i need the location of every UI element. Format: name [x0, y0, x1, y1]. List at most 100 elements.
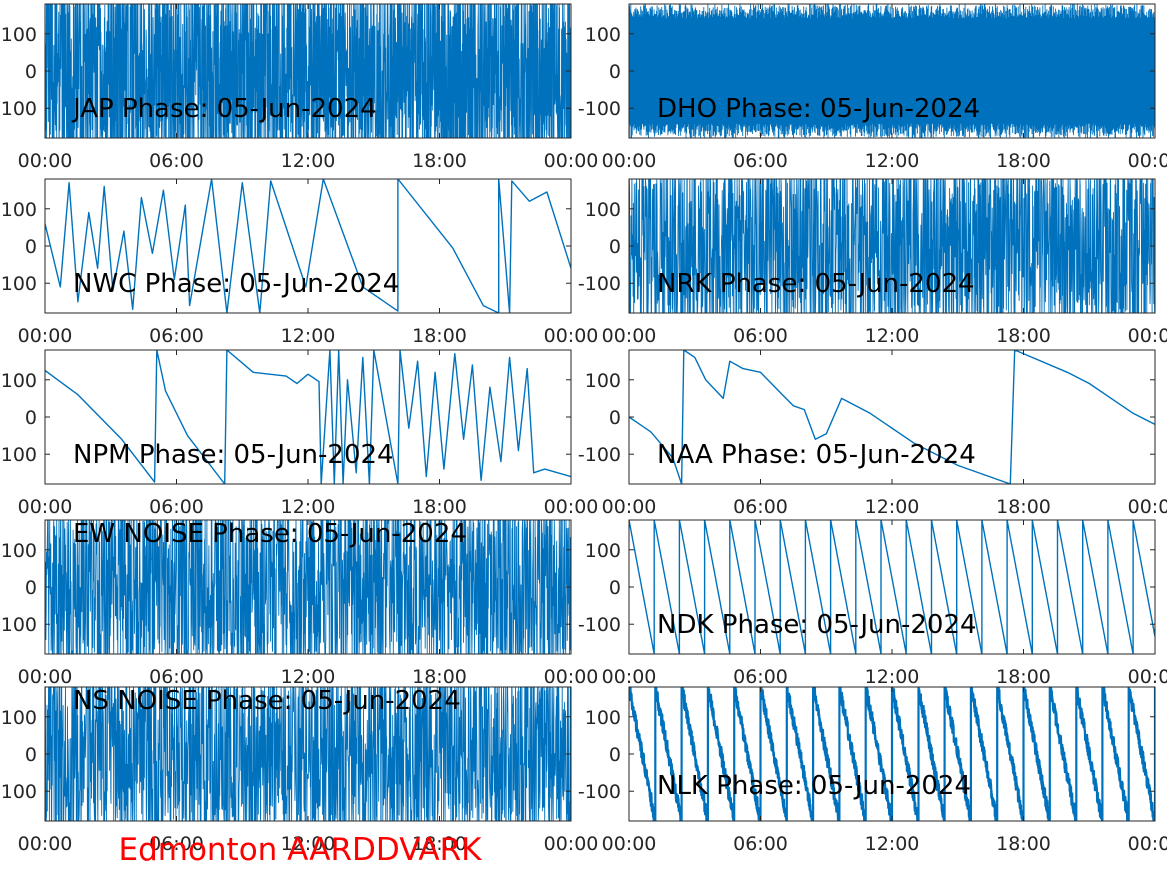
y-tick-label: 0	[25, 236, 37, 258]
phase-line	[45, 520, 571, 654]
y-tick-label: 100	[585, 540, 621, 562]
x-tick-label: 12:00	[281, 325, 336, 347]
y-tick-label: 0	[609, 577, 621, 599]
phase-trace	[45, 179, 571, 313]
phase-trace	[629, 179, 1155, 313]
y-tick-label: -100	[578, 781, 621, 803]
panel-title: DHO Phase: 05-Jun-2024	[657, 94, 980, 124]
panel-title: NDK Phase: 05-Jun-2024	[657, 610, 977, 640]
phase-line	[45, 179, 571, 313]
panel-2: 100 0 -100 00:00 06:00 12:00 18:00 00:00 DHO Pha…	[578, 3, 1167, 172]
phase-panels: 100 0 -100 00:00 06:00 12:00 18:00 00:00 JAP Pha…	[0, 3, 1167, 855]
y-tick-label: 0	[609, 407, 621, 429]
phase-line	[45, 350, 571, 484]
phase-trace	[45, 350, 571, 484]
phase-trace	[629, 687, 1155, 821]
y-tick-label: 100	[585, 199, 621, 221]
y-tick-label: 0	[25, 407, 37, 429]
x-tick-label: 18:00	[412, 666, 467, 688]
y-tick-label: -100	[578, 273, 621, 295]
panel-title: EW NOISE Phase: 05-Jun-2024	[73, 519, 467, 549]
x-tick-label: 12:00	[281, 833, 336, 855]
phase-line	[629, 687, 1155, 821]
phase-trace	[629, 350, 1155, 484]
panel-7: 100 0 -100 00:00 06:00 12:00 18:00 00:00 EW NOIS…	[0, 519, 598, 688]
x-tick-label: 12:00	[865, 325, 920, 347]
x-tick-label: 00:00	[18, 496, 73, 518]
panel-title: NAA Phase: 05-Jun-2024	[657, 440, 976, 470]
y-tick-label: -100	[0, 781, 37, 803]
panel-6: 100 0 -100 00:00 06:00 12:00 18:00 00:00 NAA Pha…	[578, 349, 1167, 518]
phase-line	[629, 520, 1155, 654]
x-tick-label: 18:00	[996, 496, 1051, 518]
y-tick-label: 100	[1, 24, 37, 46]
x-tick-label: 00:00	[602, 150, 657, 172]
x-tick-label: 00:00	[602, 325, 657, 347]
y-tick-label: 0	[25, 61, 37, 83]
y-tick-label: 100	[585, 370, 621, 392]
x-tick-label: 00:00	[544, 496, 599, 518]
phase-line	[629, 350, 1155, 484]
x-tick-label: 06:00	[149, 496, 204, 518]
x-tick-label: 06:00	[149, 150, 204, 172]
x-tick-label: 18:00	[412, 325, 467, 347]
x-tick-label: 06:00	[149, 666, 204, 688]
x-tick-label: 12:00	[281, 150, 336, 172]
y-tick-label: 100	[1, 370, 37, 392]
x-tick-label: 00:00	[18, 150, 73, 172]
x-tick-label: 12:00	[865, 666, 920, 688]
phase-trace	[629, 520, 1155, 654]
panel-title: NS NOISE Phase: 05-Jun-2024	[73, 686, 461, 716]
x-tick-label: 00:00	[18, 833, 73, 855]
x-tick-label: 12:00	[865, 150, 920, 172]
y-tick-label: -100	[0, 98, 37, 120]
panel-9: 100 0 -100 00:00 06:00 12:00 18:00 00:00 NS NOIS…	[0, 686, 598, 855]
x-tick-label: 12:00	[281, 666, 336, 688]
x-tick-label: 00:00	[544, 325, 599, 347]
panel-1: 100 0 -100 00:00 06:00 12:00 18:00 00:00 JAP Pha…	[0, 3, 598, 172]
panel-title: NPM Phase: 05-Jun-2024	[73, 440, 394, 470]
x-tick-label: 00:00	[1128, 325, 1167, 347]
x-tick-label: 18:00	[996, 666, 1051, 688]
y-tick-label: 0	[609, 744, 621, 766]
x-tick-label: 12:00	[865, 496, 920, 518]
y-tick-label: -100	[578, 98, 621, 120]
y-tick-label: -100	[0, 614, 37, 636]
x-tick-label: 00:00	[1128, 833, 1167, 855]
y-tick-label: 100	[1, 199, 37, 221]
x-tick-label: 06:00	[149, 325, 204, 347]
x-tick-label: 00:00	[1128, 666, 1167, 688]
phase-trace	[45, 520, 571, 654]
y-tick-label: 0	[609, 61, 621, 83]
x-tick-label: 06:00	[733, 833, 788, 855]
x-tick-label: 06:00	[733, 496, 788, 518]
x-tick-label: 00:00	[544, 666, 599, 688]
x-tick-label: 06:00	[733, 325, 788, 347]
x-tick-label: 18:00	[996, 325, 1051, 347]
y-tick-label: -100	[0, 273, 37, 295]
y-tick-label: 0	[25, 577, 37, 599]
panel-3: 100 0 -100 00:00 06:00 12:00 18:00 00:00 NWC Pha…	[0, 178, 599, 347]
phase-line	[45, 687, 571, 821]
panel-4: 100 0 -100 00:00 06:00 12:00 18:00 00:00 NRK Pha…	[578, 178, 1167, 347]
x-tick-label: 18:00	[996, 833, 1051, 855]
y-tick-label: 100	[585, 707, 621, 729]
y-tick-label: 100	[1, 707, 37, 729]
x-tick-label: 00:00	[544, 833, 599, 855]
panel-title: NRK Phase: 05-Jun-2024	[657, 269, 975, 299]
x-tick-label: 00:00	[602, 496, 657, 518]
x-tick-label: 18:00	[412, 496, 467, 518]
x-tick-label: 00:00	[602, 666, 657, 688]
panel-10: 100 0 -100 00:00 06:00 12:00 18:00 00:00 NLK Pha…	[578, 686, 1167, 855]
x-tick-label: 00:00	[18, 325, 73, 347]
x-tick-label: 18:00	[996, 150, 1051, 172]
y-tick-label: 100	[585, 24, 621, 46]
x-tick-label: 18:00	[412, 150, 467, 172]
phase-trace	[45, 687, 571, 821]
x-tick-label: 06:00	[733, 150, 788, 172]
x-tick-label: 18:00	[412, 833, 467, 855]
x-tick-label: 06:00	[149, 833, 204, 855]
panel-title: JAP Phase: 05-Jun-2024	[71, 94, 377, 124]
x-tick-label: 00:00	[1128, 496, 1167, 518]
